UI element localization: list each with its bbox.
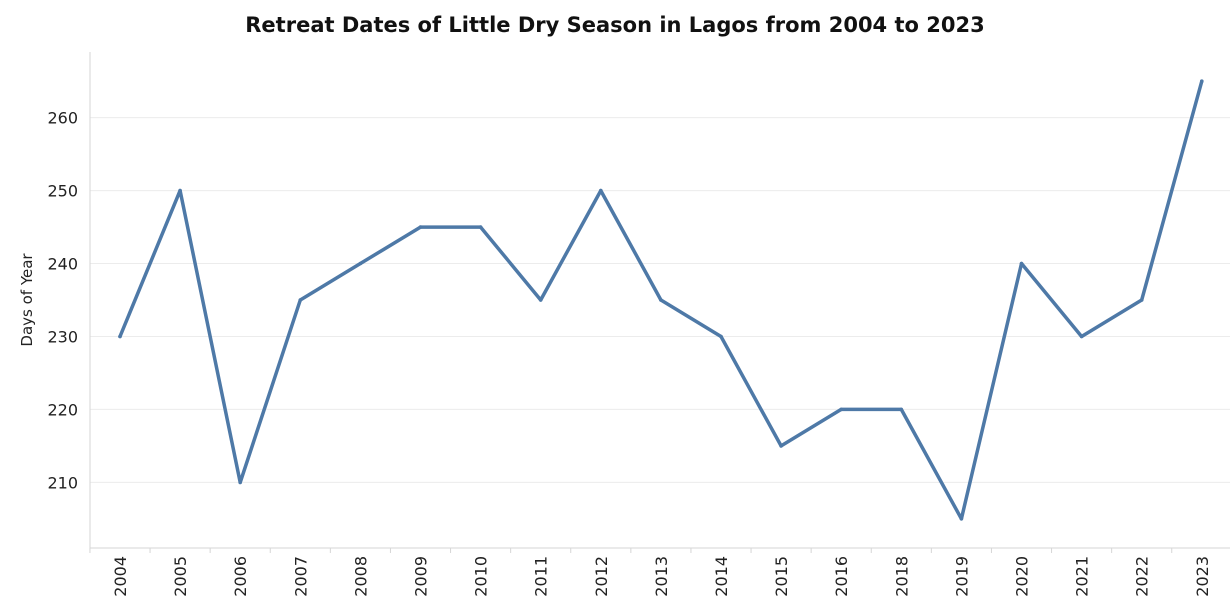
x-tick-label: 2011 — [532, 556, 551, 597]
data-point — [358, 261, 363, 266]
x-tick-label: 2013 — [652, 556, 671, 597]
x-tick-label: 2020 — [1013, 556, 1032, 597]
data-point — [959, 517, 964, 521]
x-tick-label: 2016 — [832, 556, 851, 597]
axes — [89, 52, 1230, 553]
data-point — [599, 188, 603, 193]
y-tick-label: 220 — [47, 400, 78, 419]
y-tick-label: 240 — [47, 255, 78, 274]
x-tick-label: 2004 — [111, 556, 130, 597]
data-point — [1139, 298, 1144, 302]
data-point — [538, 298, 543, 302]
x-tick-label: 2022 — [1133, 556, 1152, 597]
data-point — [719, 334, 723, 339]
data-point — [478, 225, 483, 229]
data-point — [1200, 79, 1204, 83]
data-point — [779, 444, 783, 448]
x-tick-label: 2005 — [171, 556, 190, 597]
gridlines — [90, 117, 1230, 483]
data-point — [178, 188, 182, 193]
data-point — [1019, 261, 1024, 266]
x-tick-label: 2012 — [592, 556, 611, 597]
x-tick-label: 2023 — [1193, 556, 1212, 597]
data-point — [418, 225, 423, 229]
y-tick-label: 250 — [47, 182, 78, 201]
x-tick-label: 2021 — [1073, 556, 1092, 597]
y-tick-label: 210 — [47, 473, 78, 492]
data-point — [839, 407, 843, 412]
y-tick-label: 260 — [47, 109, 78, 128]
x-tick-label: 2019 — [952, 556, 971, 597]
chart-title: Retreat Dates of Little Dry Season in La… — [245, 13, 985, 37]
x-tick-label: 2015 — [772, 556, 791, 597]
y-axis-title: Days of Year — [18, 253, 36, 347]
data-point — [118, 334, 122, 339]
data-point — [238, 480, 242, 485]
y-tick-label: 230 — [47, 327, 78, 346]
x-tick-label: 2006 — [231, 556, 250, 597]
tick-labels: 210 220 230 240 250 260 2004 2005 2006 2007 2008 20… — [47, 109, 1211, 597]
data-point — [1079, 334, 1084, 339]
x-tick-label: 2014 — [712, 556, 731, 597]
x-tick-label: 2008 — [351, 556, 370, 597]
data-point — [659, 298, 663, 302]
x-tick-label: 2018 — [892, 556, 911, 597]
data-point — [298, 298, 303, 302]
x-tick-label: 2010 — [472, 556, 491, 597]
x-tick-label: 2009 — [412, 556, 431, 597]
x-tick-label: 2007 — [291, 556, 310, 597]
series-layer — [118, 79, 1204, 521]
data-point — [899, 407, 904, 412]
